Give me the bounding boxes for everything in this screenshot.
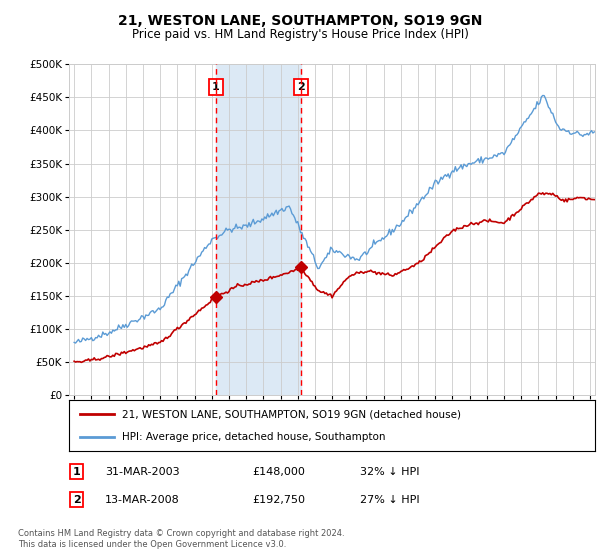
Text: 1: 1 (212, 82, 220, 92)
Text: HPI: Average price, detached house, Southampton: HPI: Average price, detached house, Sout… (122, 432, 385, 442)
Text: 13-MAR-2008: 13-MAR-2008 (105, 494, 180, 505)
Bar (216, 64, 301, 395)
Text: Price paid vs. HM Land Registry's House Price Index (HPI): Price paid vs. HM Land Registry's House … (131, 28, 469, 41)
Text: 32% ↓ HPI: 32% ↓ HPI (360, 466, 419, 477)
Text: Contains HM Land Registry data © Crown copyright and database right 2024.
This d: Contains HM Land Registry data © Crown c… (18, 529, 344, 549)
Text: £148,000: £148,000 (252, 466, 305, 477)
Text: 2: 2 (297, 82, 305, 92)
Text: 31-MAR-2003: 31-MAR-2003 (105, 466, 179, 477)
Text: 21, WESTON LANE, SOUTHAMPTON, SO19 9GN (detached house): 21, WESTON LANE, SOUTHAMPTON, SO19 9GN (… (122, 409, 461, 419)
Text: 2: 2 (73, 494, 80, 505)
Text: 27% ↓ HPI: 27% ↓ HPI (360, 494, 419, 505)
Text: 1: 1 (73, 466, 80, 477)
Text: 21, WESTON LANE, SOUTHAMPTON, SO19 9GN: 21, WESTON LANE, SOUTHAMPTON, SO19 9GN (118, 14, 482, 28)
Text: £192,750: £192,750 (252, 494, 305, 505)
